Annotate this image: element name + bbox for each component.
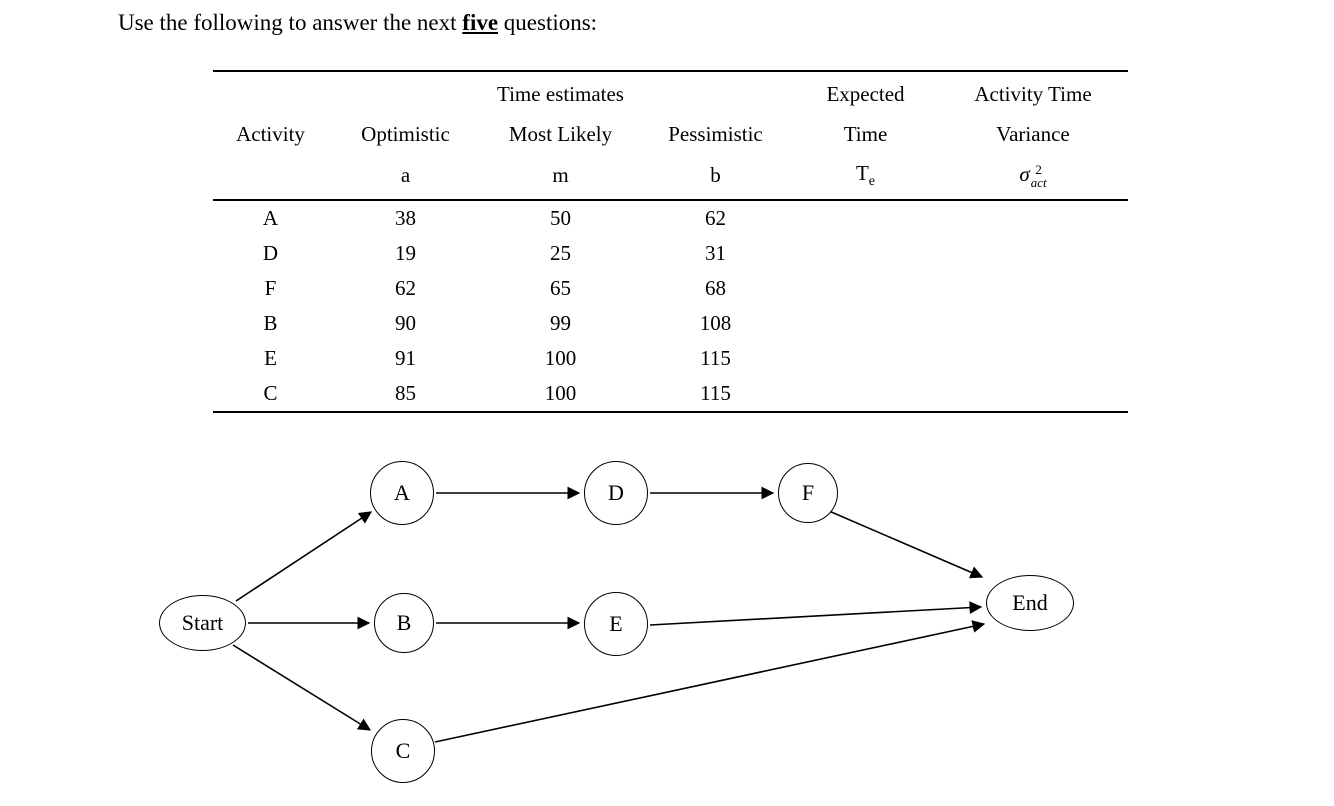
table-column-header-row: Activity Optimistic Most Likely Pessimis… (213, 116, 1128, 152)
symbol-b: b (638, 152, 793, 201)
cell-expected-time (793, 341, 938, 376)
title-emphasis: five (462, 10, 499, 35)
te-sub: e (868, 174, 876, 190)
cell-variance (938, 376, 1128, 412)
cell-most-likely: 99 (550, 311, 571, 335)
edge-start-c (232, 644, 372, 731)
node-a-label: A (394, 480, 410, 505)
sigma-superscript: 2 (1035, 162, 1042, 178)
cell-activity: A (262, 206, 279, 230)
empty-cell (213, 152, 328, 201)
cell-pessimistic: 115 (700, 346, 731, 370)
cell-expected-time (793, 376, 938, 412)
col-header-most-likely: Most Likely (508, 121, 613, 146)
pert-table: Time estimates Expected Activity Time Ac… (213, 70, 1128, 413)
cell-expected-time (793, 236, 938, 271)
symbol-te: Te (793, 152, 938, 201)
cell-pessimistic: 115 (700, 381, 731, 405)
table-row: C 85 100 115 (213, 376, 1128, 412)
cell-pessimistic: 62 (705, 206, 726, 230)
symbol-m: m (483, 152, 638, 201)
node-e: E (584, 592, 648, 656)
node-a: A (370, 461, 434, 525)
cell-expected-time (793, 200, 938, 236)
node-f-label: F (801, 480, 815, 505)
sigma-subscript: act (1030, 175, 1047, 191)
table-row: E 91 100 115 (213, 341, 1128, 376)
edge-c-end (434, 620, 986, 743)
cell-optimistic: 91 (395, 346, 416, 370)
cell-pessimistic: 31 (705, 241, 726, 265)
node-start: Start (159, 595, 246, 651)
title-suffix: questions: (498, 10, 598, 35)
title-prefix: Use the following to answer the next (118, 10, 463, 35)
group-header-time-estimates: Time estimates (497, 81, 624, 106)
col-header-optimistic: Optimistic (361, 121, 450, 146)
cell-variance (938, 236, 1128, 271)
cell-variance (938, 271, 1128, 306)
col-header-pessimistic: Pessimistic (668, 121, 763, 146)
cell-expected-time (793, 306, 938, 341)
col-header-activity: Activity (236, 121, 305, 146)
cell-most-likely: 100 (544, 381, 577, 405)
table-row: F 62 65 68 (213, 271, 1128, 306)
cell-variance (938, 200, 1128, 236)
cell-most-likely: 65 (550, 276, 571, 300)
table-symbol-row: a m b Te σ 2 act (213, 152, 1128, 201)
group-header-activity-time: Activity Time (974, 81, 1092, 106)
sigma-symbol: σ (1019, 161, 1030, 186)
table-row: A 38 50 62 (213, 200, 1128, 236)
table-group-header-row: Time estimates Expected Activity Time (213, 71, 1128, 116)
node-c-label: C (395, 738, 411, 763)
node-d: D (584, 461, 648, 525)
cell-most-likely: 100 (544, 346, 577, 370)
node-end: End (986, 575, 1074, 631)
cell-activity: D (262, 241, 279, 265)
cell-pessimistic: 68 (705, 276, 726, 300)
node-start-label: Start (181, 610, 224, 635)
symbol-a: a (328, 152, 483, 201)
cell-activity: B (263, 311, 278, 335)
cell-optimistic: 62 (395, 276, 416, 300)
cell-activity: E (264, 346, 277, 370)
symbol-variance: σ 2 act (938, 152, 1128, 201)
edge-start-a (235, 511, 373, 602)
cell-optimistic: 38 (395, 206, 416, 230)
node-d-label: D (608, 480, 624, 505)
table-row: D 19 25 31 (213, 236, 1128, 271)
cell-activity: C (263, 381, 278, 405)
node-b-label: B (396, 610, 412, 635)
node-end-label: End (1012, 590, 1048, 615)
te-base: T (855, 160, 869, 185)
cell-pessimistic: 108 (699, 311, 732, 335)
col-header-variance: Variance (996, 121, 1070, 146)
edge-f-end (828, 510, 984, 579)
cell-optimistic: 85 (395, 381, 416, 405)
cell-expected-time (793, 271, 938, 306)
cell-optimistic: 19 (395, 241, 416, 265)
group-header-expected: Expected (826, 81, 905, 106)
empty-cell (213, 71, 328, 116)
table-row: B 90 99 108 (213, 306, 1128, 341)
cell-most-likely: 25 (550, 241, 571, 265)
node-b: B (374, 593, 434, 653)
node-f: F (778, 463, 838, 523)
col-header-time: Time (843, 121, 888, 146)
cell-optimistic: 90 (395, 311, 416, 335)
page-title: Use the following to answer the next fiv… (118, 10, 597, 36)
cell-activity: F (264, 276, 277, 300)
cell-most-likely: 50 (550, 206, 571, 230)
cell-variance (938, 341, 1128, 376)
node-e-label: E (609, 611, 623, 636)
cell-variance (938, 306, 1128, 341)
node-c: C (371, 719, 435, 783)
edge-e-end (649, 601, 983, 626)
